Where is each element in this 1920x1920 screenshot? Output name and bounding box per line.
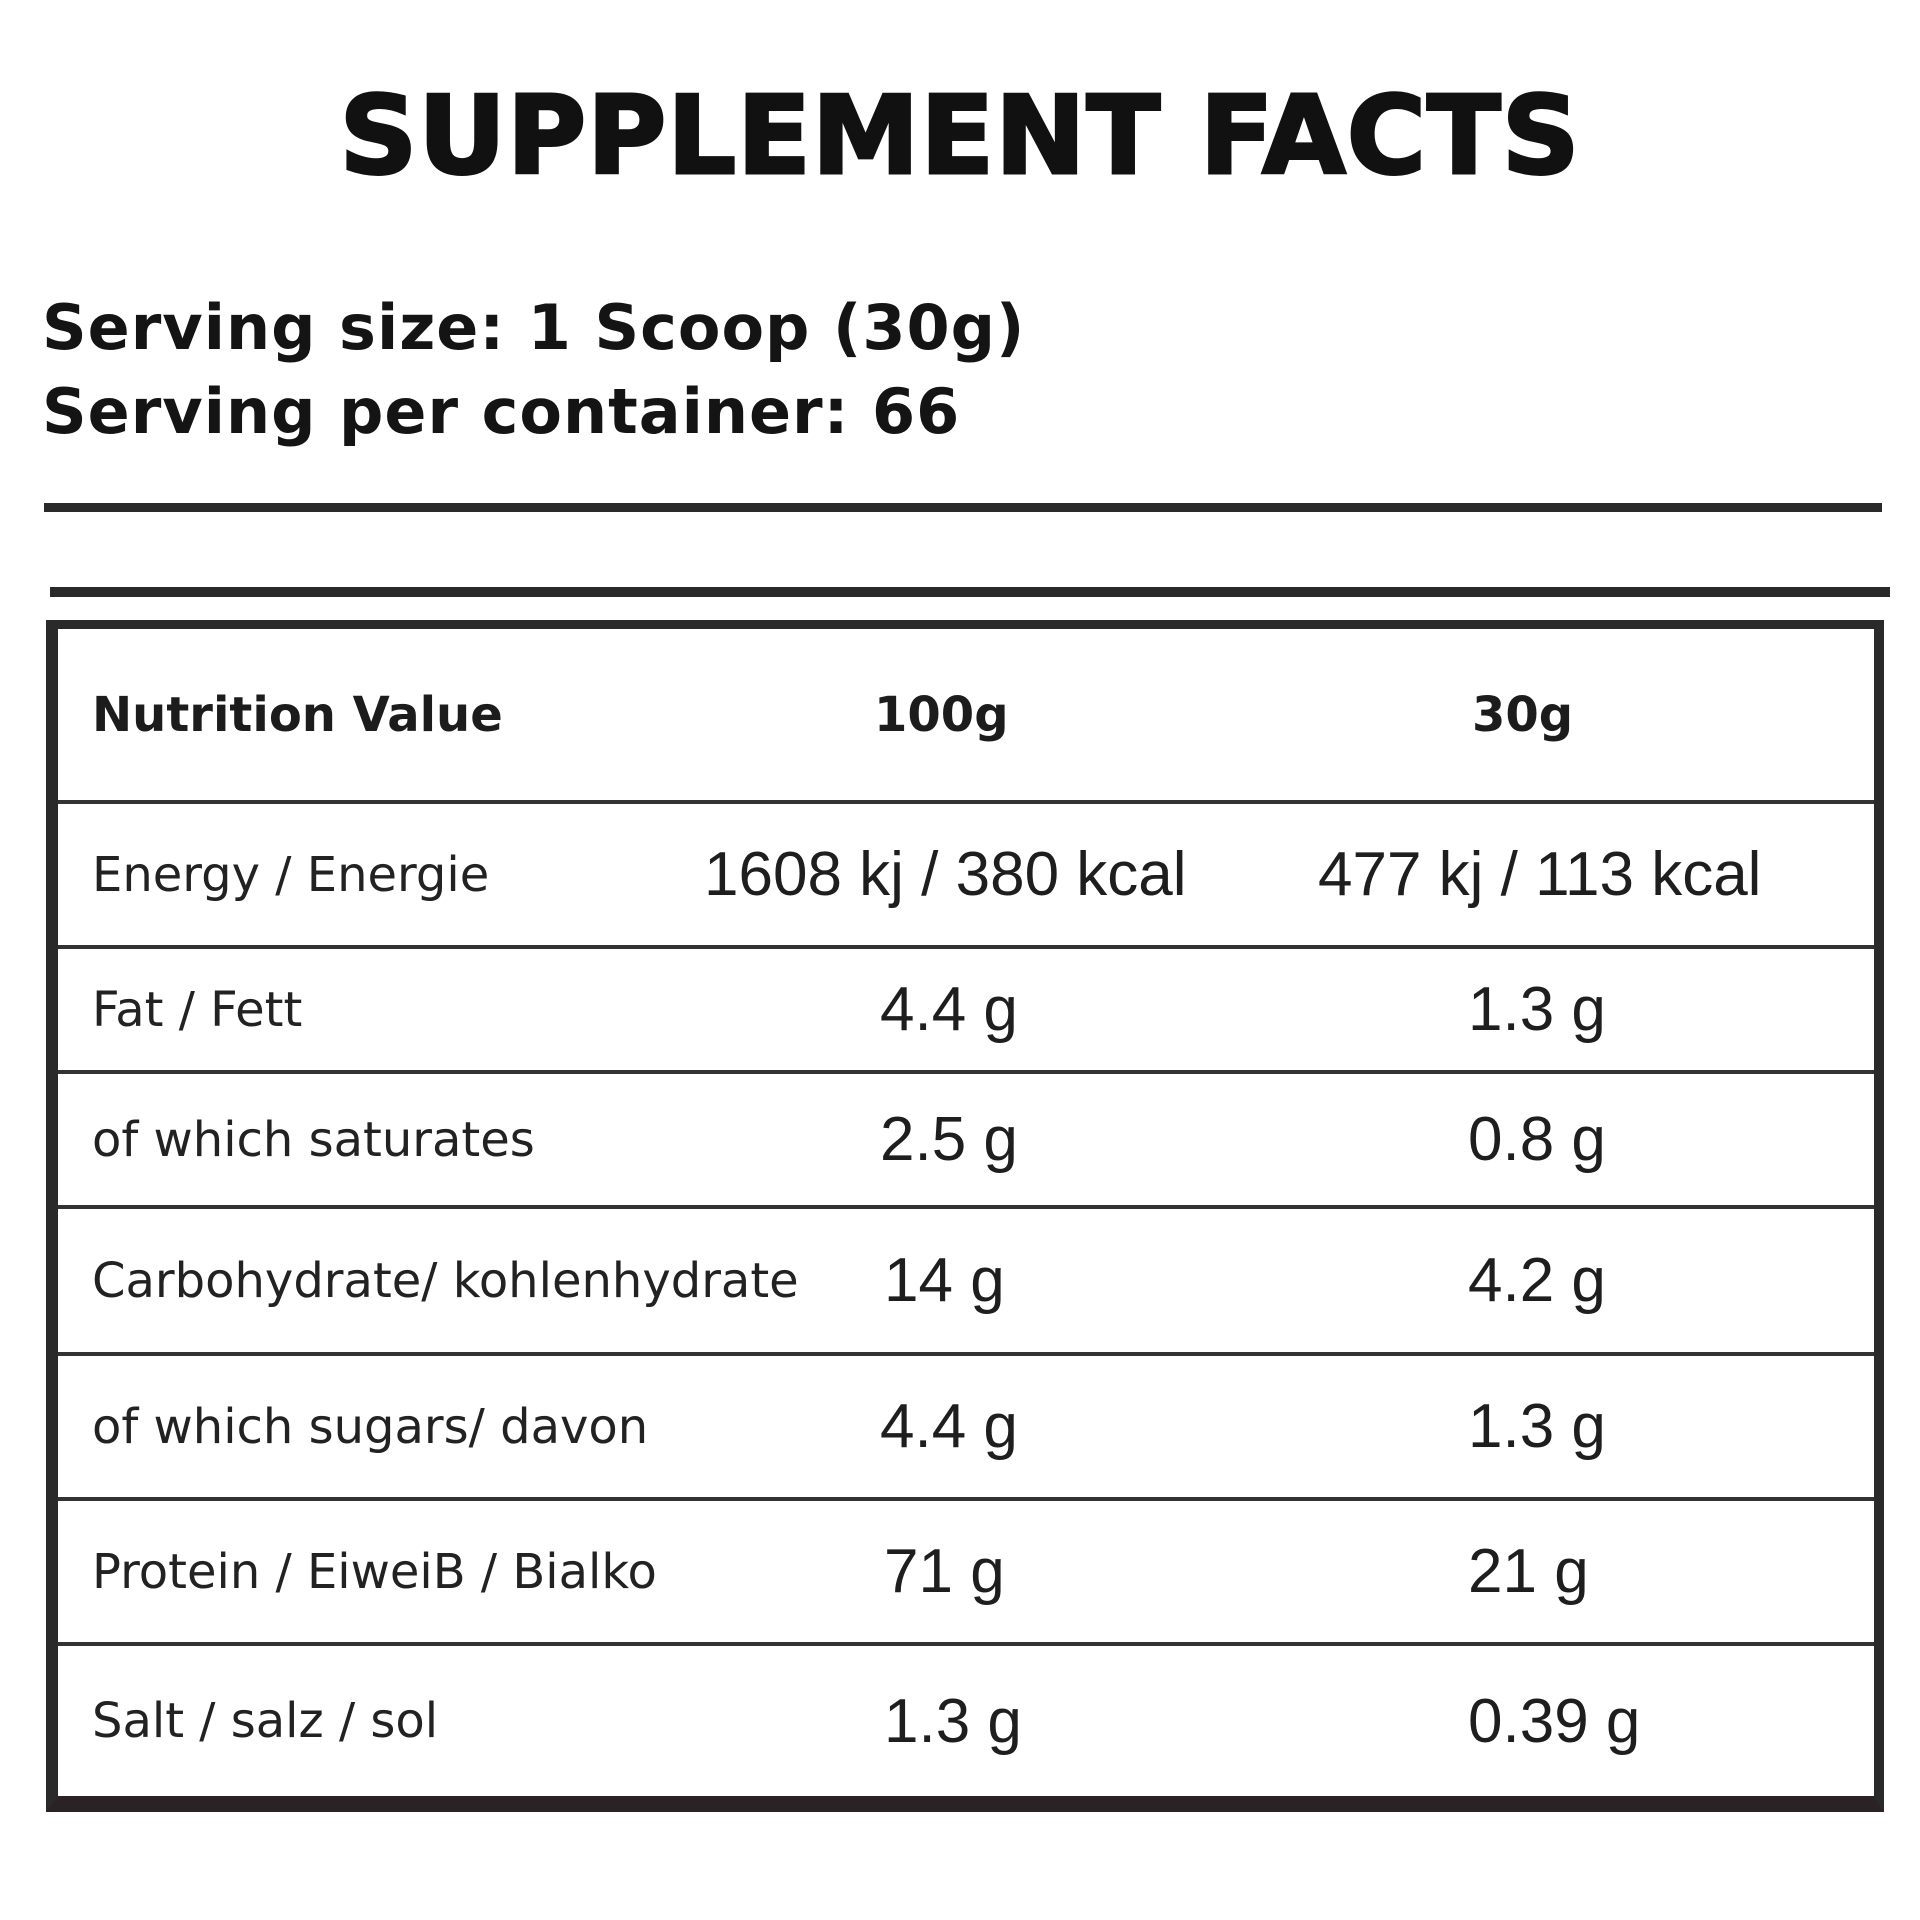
row-value-30g: 21 g <box>1468 1537 1589 1606</box>
header-label: Nutrition Value <box>92 686 503 743</box>
serving-size: Serving size: 1 Scoop (30g) <box>42 291 1026 364</box>
row-value-100g-cell: 4.4 g <box>880 1356 1018 1497</box>
divider-rule <box>44 503 1882 512</box>
nutrition-table: Nutrition Value 100g 30g Energy / Energi… <box>46 620 1884 1812</box>
row-value-30g-cell: 0.39 g <box>1468 1646 1640 1796</box>
row-label: of which sugars/ davon <box>92 1398 649 1455</box>
header-30g-cell: 30g <box>1472 629 1573 800</box>
table-row: of which saturates 2.5 g 0.8 g <box>58 1074 1874 1209</box>
header-100g: 100g <box>874 686 1009 743</box>
header-30g: 30g <box>1472 686 1574 743</box>
table-row: Salt / salz / sol 1.3 g 0.39 g <box>58 1646 1874 1796</box>
row-value-30g: 1.3 g <box>1468 975 1606 1044</box>
row-value-30g: 0.8 g <box>1468 1105 1606 1174</box>
header-100g-cell: 100g <box>874 629 1009 800</box>
row-label: Protein / EiweiB / Bialko <box>92 1543 657 1600</box>
table-row: Energy / Energie 1608 kj / 380 kcal 477 … <box>58 804 1874 949</box>
row-label: Salt / salz / sol <box>92 1693 439 1749</box>
table-header-row: Nutrition Value 100g 30g <box>58 629 1874 804</box>
row-value-30g-cell: 1.3 g <box>1468 949 1606 1070</box>
row-value-100g: 14 g <box>884 1246 1005 1315</box>
row-value-100g-cell: 1.3 g <box>884 1646 1022 1796</box>
page-title: SUPPLEMENT FACTS <box>338 73 1581 201</box>
row-value-30g: 0.39 g <box>1468 1686 1641 1756</box>
row-value-100g: 2.5 g <box>880 1105 1018 1174</box>
row-value-30g: 4.2 g <box>1468 1246 1606 1315</box>
row-value-100g-cell: 4.4 g <box>880 949 1018 1070</box>
row-value-30g: 477 kj / 113 kcal <box>1318 840 1762 909</box>
row-value-100g-cell: 1608 kj / 380 kcal <box>704 804 1187 945</box>
row-value-100g-cell: 2.5 g <box>880 1074 1018 1205</box>
row-label: Carbohydrate/ kohlenhydrate <box>92 1252 799 1309</box>
table-row: Fat / Fett 4.4 g 1.3 g <box>58 949 1874 1074</box>
divider-rule-thick <box>50 587 1890 597</box>
row-label: Fat / Fett <box>92 981 303 1038</box>
row-value-30g: 1.3 g <box>1468 1392 1606 1461</box>
table-row: Carbohydrate/ kohlenhydrate 14 g 4.2 g <box>58 1209 1874 1356</box>
table-row: of which sugars/ davon 4.4 g 1.3 g <box>58 1356 1874 1501</box>
row-value-100g: 4.4 g <box>880 975 1018 1044</box>
row-value-100g: 1.3 g <box>884 1686 1022 1756</box>
row-value-100g-cell: 14 g <box>884 1209 1005 1352</box>
row-label: Energy / Energie <box>92 846 490 903</box>
row-label: of which saturates <box>92 1111 535 1168</box>
row-value-30g-cell: 1.3 g <box>1468 1356 1606 1497</box>
servings-per-container: Serving per container: 66 <box>42 375 961 448</box>
row-value-30g-cell: 0.8 g <box>1468 1074 1606 1205</box>
row-value-100g: 1608 kj / 380 kcal <box>704 840 1187 909</box>
row-value-100g: 71 g <box>884 1537 1005 1606</box>
table-row: Protein / EiweiB / Bialko 71 g 21 g <box>58 1501 1874 1646</box>
row-value-30g-cell: 477 kj / 113 kcal <box>1318 804 1761 945</box>
row-value-100g: 4.4 g <box>880 1392 1018 1461</box>
row-value-30g-cell: 4.2 g <box>1468 1209 1606 1352</box>
row-value-30g-cell: 21 g <box>1468 1501 1589 1642</box>
row-value-100g-cell: 71 g <box>884 1501 1005 1642</box>
